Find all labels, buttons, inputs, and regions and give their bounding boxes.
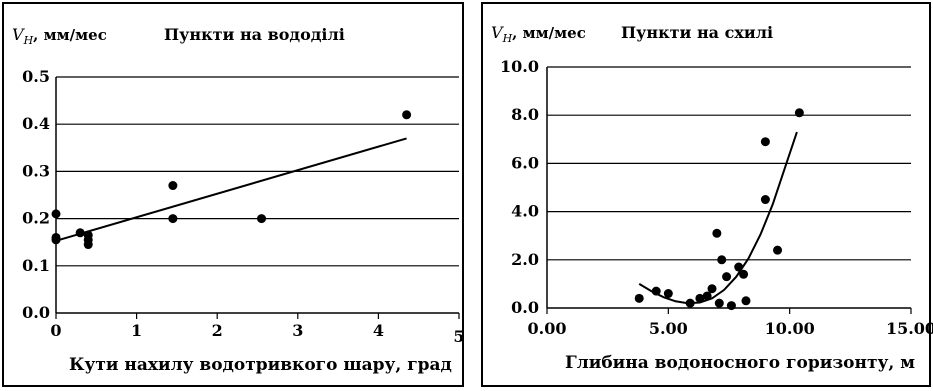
y-axis-label-subscript: H (23, 34, 34, 47)
data-point (168, 214, 178, 224)
axes (55, 77, 460, 319)
y-tick-label: 0.4 (22, 114, 50, 133)
y-tick-label: 0.5 (22, 67, 50, 86)
chart-panel-slope: 0.0 2.0 4.0 6.0 8.0 10.0 0.00 5.00 10.00 15.00 V… (481, 2, 933, 387)
trendline (55, 137, 407, 242)
y-tick-label: 0.3 (22, 161, 50, 180)
y-axis-label: VH, мм/мес (491, 23, 586, 45)
trendline-path (638, 131, 798, 305)
data-point (726, 301, 736, 311)
y-axis-label: VH, мм/мес (12, 25, 107, 47)
trendline (638, 131, 798, 305)
data-point (663, 289, 673, 299)
data-point (714, 298, 724, 308)
data-point (651, 286, 661, 296)
chart-slope: 0.0 2.0 4.0 6.0 8.0 10.0 0.00 5.00 10.00 15.00 V… (491, 23, 933, 373)
data-point (741, 296, 751, 306)
y-tick-labels: 0.0 0.1 0.2 0.3 0.4 0.5 (22, 67, 50, 322)
chart-title: Пункти на вододілі (164, 25, 345, 44)
data-point (760, 195, 770, 205)
y-tick-label: 8.0 (511, 105, 539, 124)
data-point (402, 110, 412, 120)
data-point (702, 291, 712, 301)
y-tick-label: 2.0 (511, 250, 539, 269)
x-tick-label: 5.00 (649, 319, 688, 338)
y-tick-label: 0.2 (22, 209, 50, 228)
data-point (734, 262, 744, 272)
x-axis-label: Глибина водоносного горизонту, м (565, 353, 915, 373)
x-tick-labels: 0.00 5.00 10.00 15.00 (528, 319, 933, 338)
data-point (168, 181, 178, 191)
x-tick-label: 5 (453, 327, 464, 346)
trendline-path (55, 137, 407, 242)
data-points (51, 110, 412, 250)
data-point (722, 272, 732, 282)
data-point (75, 228, 85, 238)
y-tick-label: 10.0 (500, 57, 539, 76)
y-axis-label-units: , мм/мес (33, 26, 107, 44)
x-axis-label: Кути нахилу водотривкого шару, град (69, 355, 452, 375)
x-tick-label: 0 (50, 321, 61, 340)
data-point (634, 293, 644, 303)
x-tick-label: 0.00 (528, 319, 567, 338)
y-axis-label-subscript: H (502, 32, 513, 45)
data-point (695, 293, 705, 303)
data-point (712, 228, 722, 238)
y-axis-label-units: , мм/мес (512, 24, 586, 42)
x-tick-label: 4 (373, 321, 384, 340)
chart-panel-watershed: 0.0 0.1 0.2 0.3 0.4 0.5 0 1 2 3 4 5 VH, мм/мес Пун… (2, 2, 465, 387)
y-tick-label: 4.0 (511, 202, 539, 221)
x-tick-labels: 0 1 2 3 4 5 (50, 321, 464, 346)
y-tick-labels: 0.0 2.0 4.0 6.0 8.0 10.0 (500, 57, 539, 317)
chart-watershed: 0.0 0.1 0.2 0.3 0.4 0.5 0 1 2 3 4 5 VH, мм/мес Пун… (12, 25, 465, 375)
x-tick-label: 3 (292, 321, 303, 340)
x-tick-label: 15.00 (886, 319, 933, 338)
y-tick-label: 0.0 (511, 298, 539, 317)
y-tick-label: 0.0 (22, 303, 50, 322)
data-point (739, 269, 749, 279)
data-point (83, 240, 93, 250)
y-axis-label-symbol: V (12, 25, 25, 44)
y-tick-label: 6.0 (511, 153, 539, 172)
data-point (717, 255, 727, 265)
chart-title: Пункти на схилі (621, 23, 773, 42)
data-point (794, 108, 804, 118)
data-point (685, 298, 695, 308)
x-tick-label: 10.00 (765, 319, 815, 338)
data-point (773, 245, 783, 255)
data-points (634, 108, 804, 311)
gridlines (56, 76, 459, 267)
data-point (257, 214, 267, 224)
y-axis-label-symbol: V (491, 23, 504, 42)
y-tick-label: 0.1 (22, 256, 50, 275)
data-point (760, 137, 770, 147)
data-point (707, 284, 717, 294)
data-point (51, 209, 61, 219)
x-tick-label: 1 (131, 321, 142, 340)
data-point (51, 235, 61, 245)
gridlines (547, 66, 911, 261)
x-tick-label: 2 (212, 321, 223, 340)
